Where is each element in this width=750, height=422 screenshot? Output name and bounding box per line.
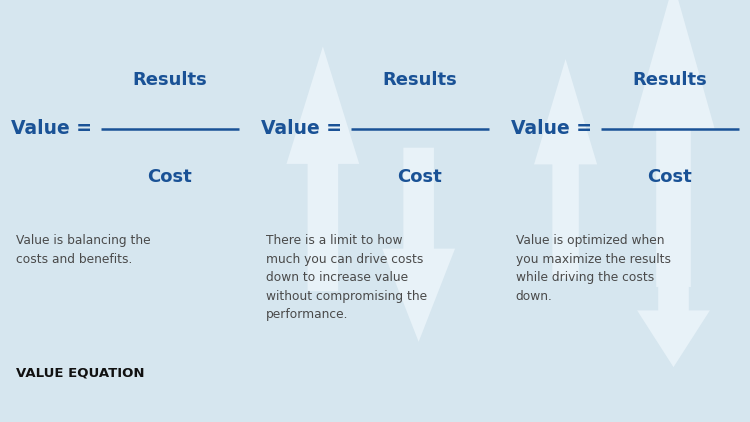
Polygon shape [382, 148, 455, 342]
Polygon shape [632, 0, 715, 287]
Text: Value is optimized when
you maximize the results
while driving the costs
down.: Value is optimized when you maximize the… [516, 234, 670, 303]
Text: Cost: Cost [148, 168, 192, 186]
Text: Cost: Cost [647, 168, 692, 186]
Text: Value =: Value = [511, 119, 592, 138]
Text: Results: Results [133, 71, 207, 89]
Text: Results: Results [632, 71, 707, 89]
Text: Cost: Cost [398, 168, 442, 186]
Polygon shape [637, 249, 710, 367]
Text: Value is balancing the
costs and benefits.: Value is balancing the costs and benefit… [16, 234, 151, 266]
Text: Results: Results [382, 71, 458, 89]
Text: There is a limit to how
much you can drive costs
down to increase value
without : There is a limit to how much you can dri… [266, 234, 427, 321]
Polygon shape [286, 46, 359, 291]
Text: VALUE EQUATION: VALUE EQUATION [16, 367, 144, 380]
Text: Value =: Value = [11, 119, 92, 138]
Polygon shape [534, 59, 597, 279]
Text: Value =: Value = [261, 119, 342, 138]
